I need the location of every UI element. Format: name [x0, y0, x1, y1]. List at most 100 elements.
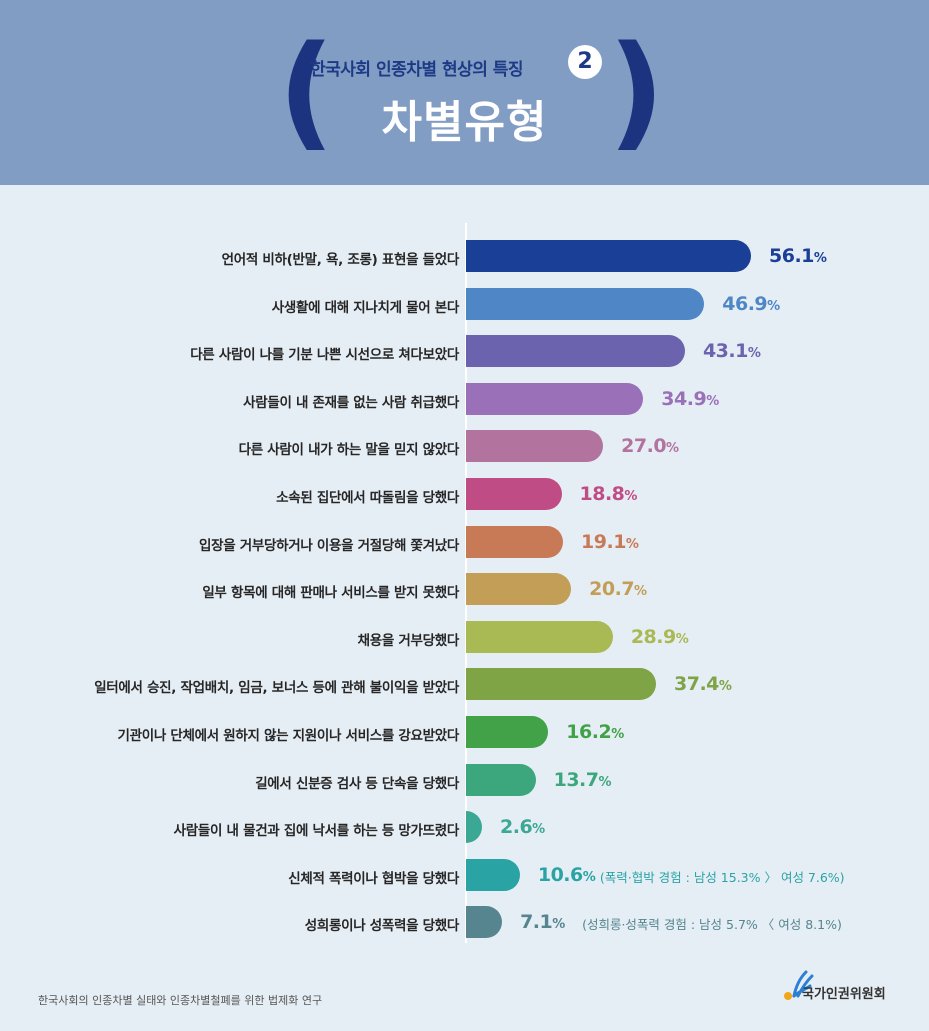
bar-value-number: 13.7 [553, 768, 599, 791]
bar-value-number: 34.9 [661, 387, 707, 410]
bar [466, 858, 520, 891]
bar [466, 335, 685, 368]
bar-value-unit: % [625, 536, 639, 552]
bar-value-number: 37.4 [674, 673, 719, 696]
bar-row: 채용을 거부당했다 28.9% [0, 620, 929, 655]
bar-value-label: 27.0% [621, 435, 679, 457]
bar-row: 기관이나 단체에서 원하지 않는 지원이나 서비스를 강요받았다 16.2% [0, 716, 929, 750]
bar-row: 일부 항목에 대해 판매나 서비스를 받지 못했다 20.7% [0, 573, 929, 607]
bar [466, 478, 562, 510]
bar-label: 신체적 폭력이나 협박을 당했다 [288, 870, 459, 887]
bar-value-unit: % [747, 346, 761, 362]
bar-label: 언어적 비하(반말, 욕, 조롱) 표현을 들었다 [221, 252, 460, 268]
bar-label: 채용을 거부당했다 [357, 632, 460, 649]
bar-value-number: 56.1 [769, 245, 814, 267]
logo-mark-icon [784, 970, 814, 1000]
bar-value-label: 2.6% [500, 816, 545, 838]
bar-row: 신체적 폭력이나 협박을 당했다 10.6% (폭력·협박 경험 : 남성 15.3… [0, 858, 929, 893]
bar-row: 일터에서 승진, 작업배치, 임금, 보너스 등에 관해 불이익을 받았다 37.… [0, 668, 929, 702]
bar-value-number: 20.7 [589, 578, 635, 601]
page-title: 차별유형 [381, 97, 548, 148]
bar [466, 287, 705, 320]
bar-label: 다른 사람이 내가 하는 말을 믿지 않았다 [238, 442, 460, 459]
bar-label: 기관이나 단체에서 원하지 않는 지원이나 서비스를 강요받았다 [117, 728, 459, 744]
bar-value-label: 34.9% [661, 388, 719, 410]
bar-annotation: (성희롱·성폭력 경험 : 남성 5.7% 〈 여성 8.1%) [582, 917, 842, 933]
bar-label: 사람들이 내 물건과 집에 낙서를 하는 등 망가뜨렸다 [173, 823, 460, 840]
bar-value-number: 16.2 [566, 721, 612, 743]
bar-value-label: 28.9% [631, 626, 689, 648]
bar-value-number: 19.1 [581, 530, 626, 553]
bar-label: 일터에서 승진, 작업배치, 임금, 보너스 등에 관해 불이익을 받았다 [94, 680, 459, 697]
bar-value-unit: % [718, 679, 732, 695]
nhrck-logo: 국가인권위원회 [780, 966, 910, 1006]
source-note: 한국사회의 인종차별 실태와 인종차별철폐를 위한 법제화 연구 [38, 994, 323, 1007]
bar [466, 430, 604, 463]
bar-row: 언어적 비하(반말, 욕, 조롱) 표현을 들었다 56.1% [0, 240, 929, 274]
bar [466, 811, 482, 844]
bar-label: 사람들이 내 존재를 없는 사람 취급했다 [243, 394, 459, 411]
bar-value-label: 37.4% [674, 673, 732, 695]
bar [466, 382, 644, 415]
bar-value-number: 7.1 [520, 911, 553, 934]
bar-row: 입장을 거부당하거나 이용을 거절당해 쫓겨났다 19.1% [0, 525, 929, 560]
bar-label: 사생활에 대해 지나치게 물어 본다 [271, 299, 460, 316]
header-banner: ( ) 한국사회 인종차별 현상의 특징 2 차별유형 [0, 0, 929, 185]
bar [466, 906, 503, 939]
bar-value-number: 28.9 [630, 625, 676, 648]
bar-label: 입장을 거부당하거나 이용을 거절당해 쫓겨났다 [199, 537, 459, 554]
logo-text: 국가인권위원회 [802, 987, 886, 1002]
number-badge: 2 [568, 45, 602, 79]
bar-row: 성희롱이나 성폭력을 당했다 7.1% (성희롱·성폭력 경험 : 남성 5.7% … [0, 906, 929, 940]
bar-value-unit: % [624, 489, 638, 504]
bar-value-number: 10.6 [537, 863, 583, 886]
bar-value-unit: % [552, 917, 566, 933]
bar-value-unit: % [666, 441, 680, 457]
bar-value-number: 43.1 [702, 340, 748, 363]
bar-value-label: 18.8% [580, 483, 638, 505]
bar-value-unit: % [611, 727, 625, 742]
bar-value-label: 10.6% [538, 864, 596, 886]
bar-value-unit: % [767, 298, 781, 314]
bar [466, 668, 656, 701]
left-bracket: ( [278, 20, 335, 164]
bar-label: 소속된 집단에서 따돌림을 당했다 [276, 490, 459, 506]
bar-value-label: 43.1% [703, 340, 761, 362]
bar-value-number: 18.8 [579, 483, 625, 505]
bar [466, 525, 564, 558]
bar-value-unit: % [532, 822, 546, 838]
bar-value-unit: % [706, 393, 720, 409]
bar-label: 길에서 신분증 검사 등 단속을 당했다 [255, 775, 459, 792]
bar-row: 길에서 신분증 검사 등 단속을 당했다 13.7% [0, 763, 929, 798]
bar [466, 620, 613, 653]
bar-value-unit: % [675, 631, 689, 647]
bar-label: 성희롱이나 성폭력을 당했다 [304, 918, 460, 935]
bar-value-unit: % [598, 774, 612, 790]
bar-value-label: 19.1% [581, 531, 639, 553]
bar [466, 763, 536, 796]
bar [466, 573, 572, 606]
header-subtitle: 한국사회 인종차별 현상의 특징 [310, 60, 524, 80]
bar-value-unit: % [813, 251, 827, 266]
bar-value-label: 46.9% [722, 293, 780, 315]
bar-value-label: 56.1% [769, 245, 827, 267]
bar-label: 일부 항목에 대해 판매나 서비스를 받지 못했다 [202, 585, 459, 602]
bar-row: 소속된 집단에서 따돌림을 당했다 18.8% [0, 478, 929, 512]
bar-row: 사람들이 내 물건과 집에 낙서를 하는 등 망가뜨렸다 2.6% [0, 811, 929, 845]
bar-label: 다른 사람이 나를 기분 나쁜 시선으로 쳐다보았다 [190, 347, 459, 364]
bar-value-number: 46.9 [722, 292, 768, 315]
bar-row: 사람들이 내 존재를 없는 사람 취급했다 34.9% [0, 382, 929, 417]
bar-value-label: 20.7% [589, 578, 647, 600]
bar-row: 사생활에 대해 지나치게 물어 본다 46.9% [0, 287, 929, 322]
bar-value-label: 13.7% [554, 769, 612, 791]
bar-value-unit: % [582, 869, 596, 885]
bar-row: 다른 사람이 나를 기분 나쁜 시선으로 쳐다보았다 43.1% [0, 335, 929, 369]
bar-value-label: 16.2% [566, 721, 624, 743]
bar-value-unit: % [634, 584, 648, 600]
bar-value-label: 7.1% [520, 911, 565, 933]
bar-annotation: (폭력·협박 경험 : 남성 15.3% 〉 여성 7.6%) [599, 869, 845, 885]
bar [466, 716, 549, 748]
bar [466, 240, 751, 272]
bar-row: 다른 사람이 내가 하는 말을 믿지 않았다 27.0% [0, 430, 929, 464]
